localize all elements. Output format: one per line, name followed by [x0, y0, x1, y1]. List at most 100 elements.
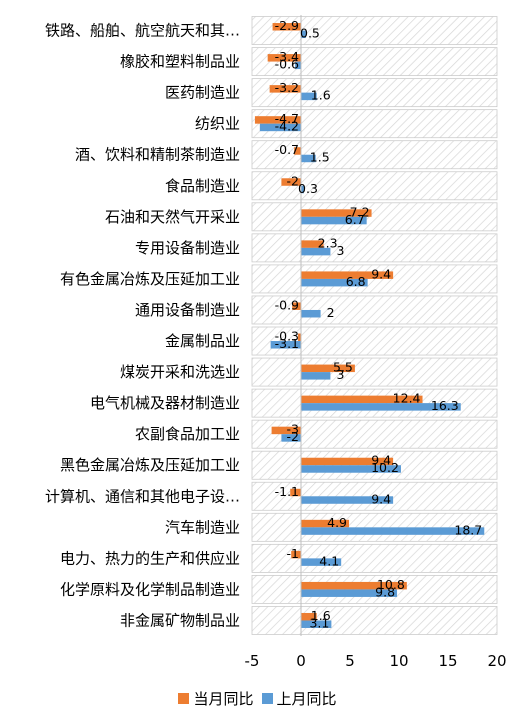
category-label: 专用设备制造业	[135, 239, 240, 257]
bar-previous-month	[301, 496, 394, 504]
bar-current-month	[290, 488, 301, 497]
x-tick-label: -5	[245, 652, 260, 670]
legend-label-current: 当月同比	[193, 690, 254, 708]
category-label: 通用设备制造业	[135, 301, 240, 319]
category-label: 电力、热力的生产和供应业	[60, 549, 240, 567]
bar-current-month	[272, 23, 301, 31]
category-band	[251, 606, 498, 635]
data-label-previous: 0.3	[298, 181, 318, 196]
data-label-previous: 2	[327, 305, 335, 320]
category-band	[251, 140, 498, 170]
data-label-current: -0.7	[275, 142, 299, 157]
data-label-current: -1	[287, 546, 299, 561]
x-tick-label: 10	[389, 652, 408, 670]
data-label-current: -3	[287, 422, 299, 437]
data-label-current: 7.2	[350, 204, 370, 219]
data-label-previous: 16.3	[431, 398, 459, 413]
bar-previous-month	[301, 403, 461, 411]
data-label-current: -4.7	[275, 111, 299, 126]
category-label: 石油和天然气开采业	[105, 208, 240, 226]
bar-current-month	[298, 333, 301, 342]
category-band	[251, 171, 498, 201]
data-label-current: -0.3	[275, 329, 299, 344]
data-label-previous: 1.6	[311, 88, 331, 103]
category-label: 煤炭开采和洗选业	[120, 363, 240, 381]
data-label-previous: 4.1	[319, 553, 339, 568]
bar-current-month	[291, 550, 301, 559]
data-label-previous: 9.4	[371, 491, 391, 506]
category-label: 食品制造业	[165, 177, 240, 195]
data-label-current: 1.6	[311, 608, 331, 623]
legend-item-current: 当月同比	[178, 688, 254, 709]
category-label: 医药制造业	[165, 84, 240, 102]
bar-previous-month	[295, 61, 301, 70]
bar-current-month	[281, 178, 301, 186]
category-label: 电气机械及器材制造业	[90, 394, 240, 412]
data-label-current: 9.4	[371, 266, 391, 281]
data-label-previous: -2	[287, 429, 299, 444]
data-label-previous: 3	[336, 243, 344, 258]
bar-previous-month	[281, 434, 301, 442]
bar-current-month	[301, 581, 407, 590]
data-label-previous: 3.1	[309, 615, 329, 630]
data-label-current: 5.5	[333, 360, 353, 375]
bar-previous-month	[301, 92, 317, 101]
category-label: 酒、饮料和精制茶制造业	[75, 146, 240, 164]
data-label-current: 9.4	[371, 453, 391, 468]
data-label-previous: 9.8	[375, 584, 395, 599]
x-tick-label: 15	[438, 652, 457, 670]
data-label-previous: 6.8	[346, 274, 366, 289]
category-label: 计算机、通信和其他电子设…	[45, 487, 240, 505]
category-label: 纺织业	[195, 115, 240, 133]
data-label-previous: 3	[336, 367, 344, 382]
bar-previous-month	[270, 341, 301, 349]
data-label-previous: 18.7	[454, 522, 482, 537]
bar-previous-month	[301, 309, 321, 318]
category-band	[251, 233, 498, 263]
category-label: 汽车制造业	[165, 518, 240, 536]
category-label: 农副食品加工业	[135, 425, 240, 443]
bar-current-month	[301, 395, 423, 404]
legend-label-previous: 上月同比	[276, 690, 337, 708]
bar-current-month	[301, 240, 324, 248]
bar-previous-month	[301, 216, 367, 225]
data-label-current: -2	[287, 173, 299, 188]
category-label: 非金属矿物制品业	[120, 611, 240, 629]
bar-current-month	[301, 457, 394, 466]
data-label-current: 4.9	[327, 515, 347, 530]
bar-current-month	[267, 54, 301, 62]
bar-current-month	[292, 302, 301, 310]
legend: 当月同比 上月同比	[0, 688, 515, 709]
bar-previous-month	[259, 123, 301, 132]
bar-previous-month	[301, 527, 485, 535]
bar-current-month	[301, 271, 394, 279]
data-label-previous: 6.7	[345, 212, 365, 227]
data-label-current: 12.4	[393, 391, 421, 406]
data-label-current: -3.2	[275, 80, 299, 95]
bar-previous-month	[301, 372, 331, 380]
x-tick-label: 0	[296, 652, 306, 670]
category-bands	[251, 16, 498, 635]
bar-current-month	[271, 426, 301, 435]
bar-current-month	[294, 147, 301, 155]
data-label-current: -2.9	[275, 18, 299, 33]
bar-previous-month	[301, 558, 342, 566]
x-tick-labels: -5 0 5 10 15 20	[245, 652, 507, 670]
bar-current-month	[269, 85, 301, 93]
category-band	[251, 326, 498, 356]
bar-previous-month	[301, 185, 304, 194]
bar-current-month	[301, 612, 317, 621]
data-labels: -2.9 0.5-3.4-0.6-3.2 1.6-4.7-4.2-0.7 1.5-2 0…	[275, 18, 483, 630]
data-label-previous: 0.5	[300, 26, 320, 41]
data-label-previous: -0.6	[275, 57, 299, 72]
data-label-previous: 10.2	[371, 460, 399, 475]
bar-current-month	[301, 519, 350, 528]
category-label: 铁路、船舶、航空航天和其…	[45, 22, 240, 40]
category-label: 化学原料及化学制品制造业	[60, 580, 240, 598]
bars	[254, 23, 485, 628]
category-label: 橡胶和塑料制品业	[120, 53, 240, 71]
category-labels: 铁路、船舶、航空航天和其… 橡胶和塑料制品业医药制造业纺织业酒、饮料和精制茶制造业…	[45, 22, 240, 630]
data-label-current: 10.8	[377, 577, 405, 592]
legend-swatch-current	[178, 693, 190, 704]
